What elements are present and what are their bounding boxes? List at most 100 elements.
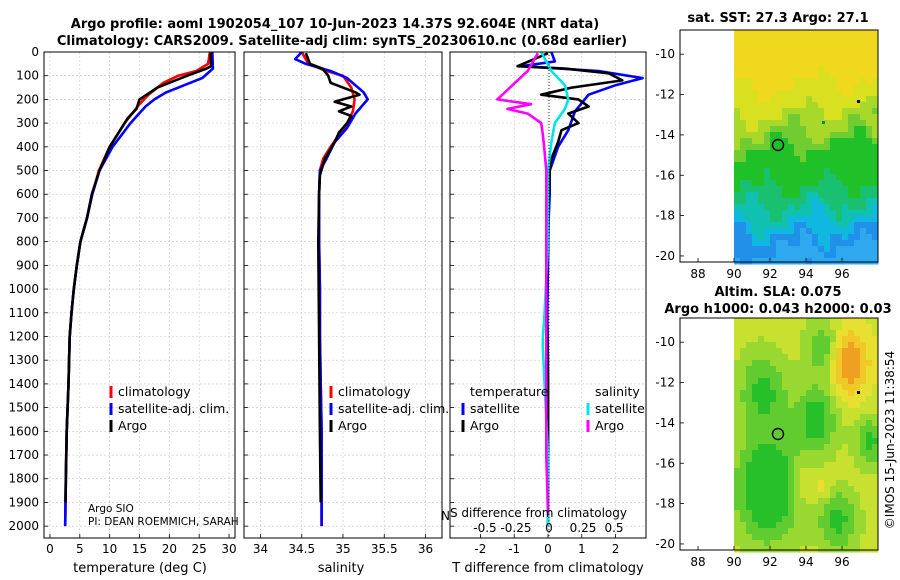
sla-cell	[734, 462, 741, 469]
sst-cell	[830, 126, 837, 133]
sla-cell	[770, 342, 777, 349]
sla-cell	[866, 444, 873, 451]
sst-cell	[836, 156, 843, 163]
sla-cell	[740, 384, 747, 391]
sst-cell	[872, 162, 879, 169]
sst-cell	[824, 246, 831, 253]
sla-cell	[800, 510, 807, 517]
sdiff-tick: 0.25	[570, 521, 597, 535]
sla-cell	[758, 414, 765, 421]
sst-cell	[776, 78, 783, 85]
sst-cell	[854, 66, 861, 73]
sla-cell	[770, 462, 777, 469]
sst-cell	[782, 252, 789, 259]
sst-cell	[848, 168, 855, 175]
sst-cell	[854, 36, 861, 43]
sst-cell	[866, 222, 873, 229]
sla-cell	[812, 516, 819, 523]
sst-cell	[788, 36, 795, 43]
sla-cell	[788, 486, 795, 493]
sla-cell	[848, 426, 855, 433]
sst-cell	[842, 252, 849, 259]
sst-cell	[848, 48, 855, 55]
sla-cell	[848, 318, 855, 325]
sla-cell	[752, 480, 759, 487]
sla-cell	[764, 540, 771, 547]
sla-cell	[836, 372, 843, 379]
sst-cell	[812, 150, 819, 157]
sla-cell	[842, 510, 849, 517]
sla-cell	[818, 432, 825, 439]
sst-cell	[746, 138, 753, 145]
sst-cell	[788, 114, 795, 121]
sst-cell	[770, 156, 777, 163]
sla-cell	[848, 456, 855, 463]
sst-cell	[824, 198, 831, 205]
sst-cell	[806, 204, 813, 211]
sst-cell	[782, 132, 789, 139]
sst-cell	[758, 96, 765, 103]
sst-cell	[740, 186, 747, 193]
sla-cell	[854, 342, 861, 349]
sla-cell	[830, 390, 837, 397]
sst-cell	[794, 60, 801, 67]
sst-cell	[788, 126, 795, 133]
sla-cell	[752, 444, 759, 451]
sst-cell	[836, 36, 843, 43]
sla-cell	[794, 510, 801, 517]
sla-cell	[734, 540, 741, 547]
sst-cell	[758, 174, 765, 181]
sla-cell	[746, 462, 753, 469]
sla-cell	[788, 390, 795, 397]
sst-cell	[800, 90, 807, 97]
legend-salinity-title: salinity	[595, 384, 640, 399]
sla-map-title-line2: Argo h1000: 0.043 h2000: 0.03	[664, 302, 891, 317]
sla-cell	[812, 450, 819, 457]
sla-cell	[866, 474, 873, 481]
sst-cell	[854, 126, 861, 133]
sst-cell	[776, 120, 783, 127]
sla-cell	[818, 474, 825, 481]
sst-cell	[836, 102, 843, 109]
sst-cell	[860, 144, 867, 151]
sla-cell	[758, 480, 765, 487]
sla-cell	[836, 318, 843, 325]
sla-cell	[836, 516, 843, 523]
sst-cell	[764, 186, 771, 193]
sst-cell	[848, 78, 855, 85]
sla-cell	[758, 396, 765, 403]
sla-cell	[782, 366, 789, 373]
sla-cell	[818, 426, 825, 433]
sst-cell	[794, 48, 801, 55]
sst-cell	[776, 234, 783, 241]
sla-cell	[830, 348, 837, 355]
y-tick-label: 800	[16, 235, 39, 249]
sla-cell	[746, 546, 753, 553]
sla-cell	[824, 366, 831, 373]
sst-cell	[836, 168, 843, 175]
sla-cell	[848, 522, 855, 529]
sdiff-tick: -0.25	[500, 521, 531, 535]
sst-cell	[830, 198, 837, 205]
sla-cell	[782, 468, 789, 475]
y-tick-label: 400	[16, 140, 39, 154]
sst-cell	[854, 252, 861, 259]
sla-cell	[872, 360, 879, 367]
sst-cell	[830, 108, 837, 115]
sst-cell	[800, 48, 807, 55]
sla-cell	[812, 474, 819, 481]
sst-cell	[812, 138, 819, 145]
sla-cell	[764, 474, 771, 481]
sst-cell	[746, 180, 753, 187]
sla-cell	[866, 378, 873, 385]
sla-cell	[812, 336, 819, 343]
sla-cell	[830, 342, 837, 349]
sst-cell	[734, 96, 741, 103]
sla-cell	[842, 396, 849, 403]
sst-cell	[860, 72, 867, 79]
sla-cell	[866, 456, 873, 463]
sst-cell	[872, 54, 879, 61]
sla-cell	[806, 384, 813, 391]
sst-cell	[758, 252, 765, 259]
sst-cell	[866, 192, 873, 199]
